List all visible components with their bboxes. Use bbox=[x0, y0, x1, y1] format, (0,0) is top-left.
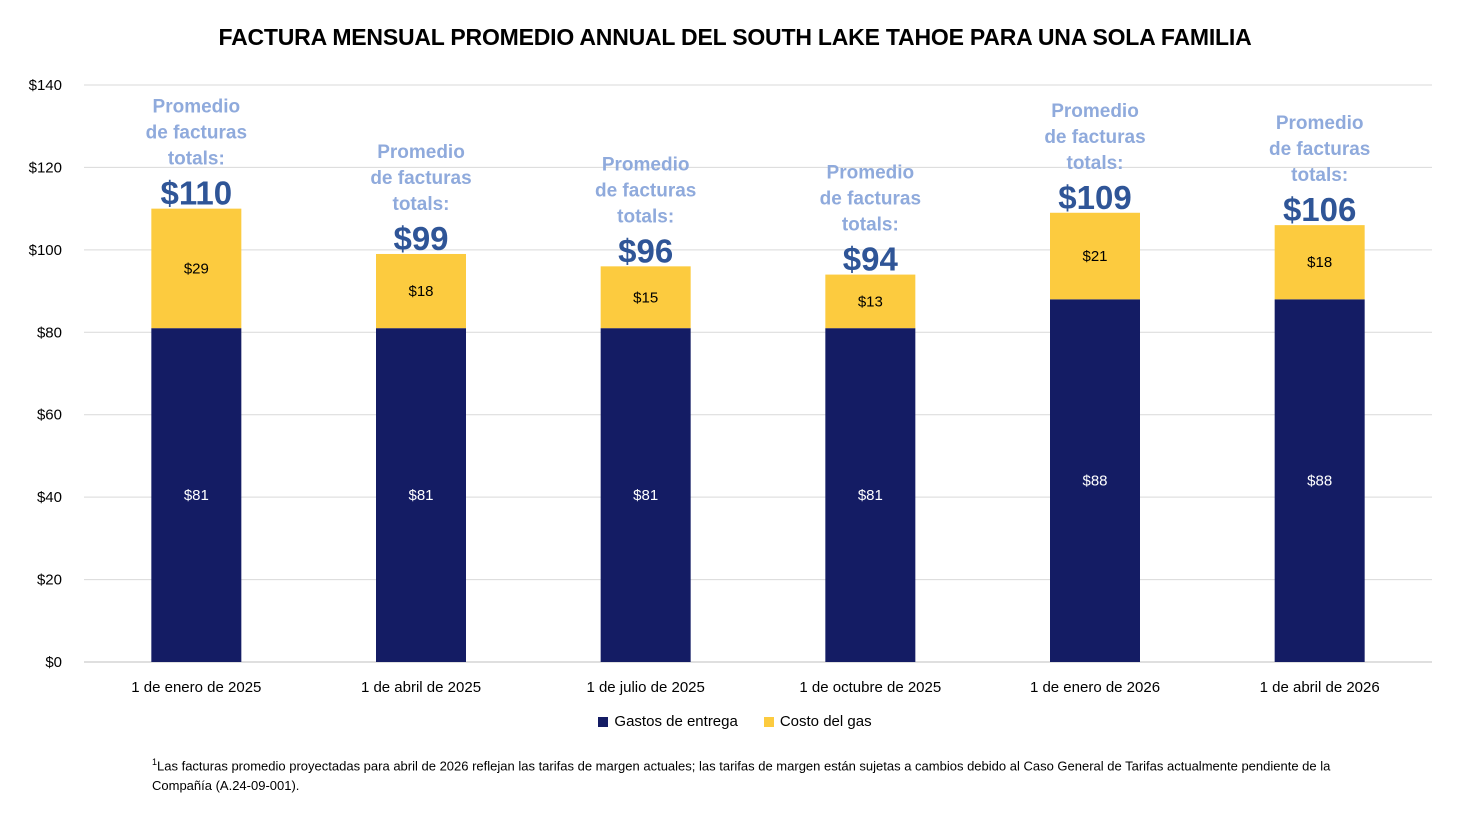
y-tick-label: $40 bbox=[37, 489, 62, 506]
bar-delivery bbox=[1274, 299, 1365, 662]
total-caption: de facturas bbox=[820, 189, 921, 210]
x-tick-label: 1 de abril de 2026 bbox=[1260, 679, 1380, 696]
total-caption: totals: bbox=[1291, 165, 1348, 186]
x-tick-label: 1 de enero de 2025 bbox=[131, 679, 261, 696]
total-caption: Promedio bbox=[377, 142, 465, 163]
bar-delivery bbox=[1050, 299, 1140, 662]
bar-gas bbox=[151, 208, 242, 329]
footnote: 1Las facturas promedio proyectadas para … bbox=[152, 752, 1352, 796]
legend-swatch-delivery bbox=[598, 716, 609, 727]
y-tick-label: $60 bbox=[37, 407, 62, 424]
total-caption: totals: bbox=[168, 149, 225, 170]
legend-item-gas: Costo del gas bbox=[763, 713, 872, 730]
y-tick-label: $0 bbox=[45, 654, 62, 671]
x-tick-label: 1 de julio de 2025 bbox=[586, 679, 704, 696]
data-label-delivery: $88 bbox=[1307, 473, 1332, 490]
footnote-marker: 1 bbox=[152, 757, 158, 767]
total-label: $106 bbox=[1283, 191, 1356, 228]
total-caption: de facturas bbox=[1269, 139, 1370, 160]
x-tick-label: 1 de enero de 2026 bbox=[1030, 679, 1160, 696]
data-label-delivery: $88 bbox=[1082, 473, 1107, 490]
bar-gas bbox=[376, 253, 466, 329]
legend-label-gas: Costo del gas bbox=[779, 713, 872, 730]
y-tick-label: $100 bbox=[29, 242, 62, 259]
bar-gas bbox=[825, 274, 916, 329]
y-tick-label: $120 bbox=[29, 159, 62, 176]
total-caption: Promedio bbox=[1276, 113, 1364, 134]
total-label: $110 bbox=[161, 175, 233, 212]
bar-gas bbox=[1274, 225, 1365, 300]
data-label-gas: $15 bbox=[633, 289, 658, 306]
bar-gas bbox=[1050, 212, 1140, 300]
legend: Gastos de entrega Costo del gas bbox=[0, 713, 1470, 730]
total-caption: totals: bbox=[842, 215, 899, 236]
data-label-gas: $13 bbox=[858, 293, 883, 310]
footnote-text: Las facturas promedio proyectadas para a… bbox=[152, 758, 1331, 794]
data-label-delivery: $81 bbox=[633, 487, 658, 504]
data-label-gas: $29 bbox=[184, 260, 209, 277]
total-label: $94 bbox=[843, 241, 899, 278]
total-caption: Promedio bbox=[153, 97, 241, 118]
legend-swatch-gas bbox=[763, 716, 774, 727]
total-caption: totals: bbox=[617, 206, 674, 227]
x-tick-label: 1 de octubre de 2025 bbox=[799, 679, 941, 696]
bar-delivery bbox=[825, 328, 916, 662]
y-tick-label: $80 bbox=[37, 324, 62, 341]
bar-delivery bbox=[376, 328, 466, 662]
bar-delivery bbox=[600, 328, 691, 662]
legend-item-delivery: Gastos de entrega bbox=[598, 713, 738, 730]
total-label: $96 bbox=[618, 232, 673, 269]
chart-title: FACTURA MENSUAL PROMEDIO ANNUAL DEL SOUT… bbox=[218, 24, 1252, 50]
x-tick-label: 1 de abril de 2025 bbox=[361, 679, 481, 696]
total-caption: totals: bbox=[393, 194, 450, 215]
total-caption: Promedio bbox=[827, 163, 915, 184]
legend-label-delivery: Gastos de entrega bbox=[614, 713, 738, 730]
total-caption: de facturas bbox=[1044, 127, 1145, 148]
data-label-delivery: $81 bbox=[184, 487, 209, 504]
total-caption: de facturas bbox=[595, 180, 696, 201]
total-label: $99 bbox=[393, 220, 448, 257]
total-label: $109 bbox=[1058, 179, 1131, 216]
y-tick-label: $20 bbox=[37, 572, 62, 589]
y-tick-label: $140 bbox=[29, 77, 62, 94]
bar-gas bbox=[600, 266, 691, 329]
total-caption: Promedio bbox=[1051, 101, 1139, 122]
data-label-gas: $18 bbox=[408, 283, 433, 300]
bar-delivery bbox=[151, 328, 242, 662]
total-caption: totals: bbox=[1067, 153, 1124, 174]
total-caption: Promedio bbox=[602, 154, 690, 175]
data-label-delivery: $81 bbox=[858, 487, 883, 504]
total-caption: de facturas bbox=[146, 123, 247, 144]
data-label-delivery: $81 bbox=[408, 487, 433, 504]
data-label-gas: $18 bbox=[1307, 254, 1332, 271]
data-label-gas: $21 bbox=[1082, 248, 1107, 265]
total-caption: de facturas bbox=[370, 168, 471, 189]
